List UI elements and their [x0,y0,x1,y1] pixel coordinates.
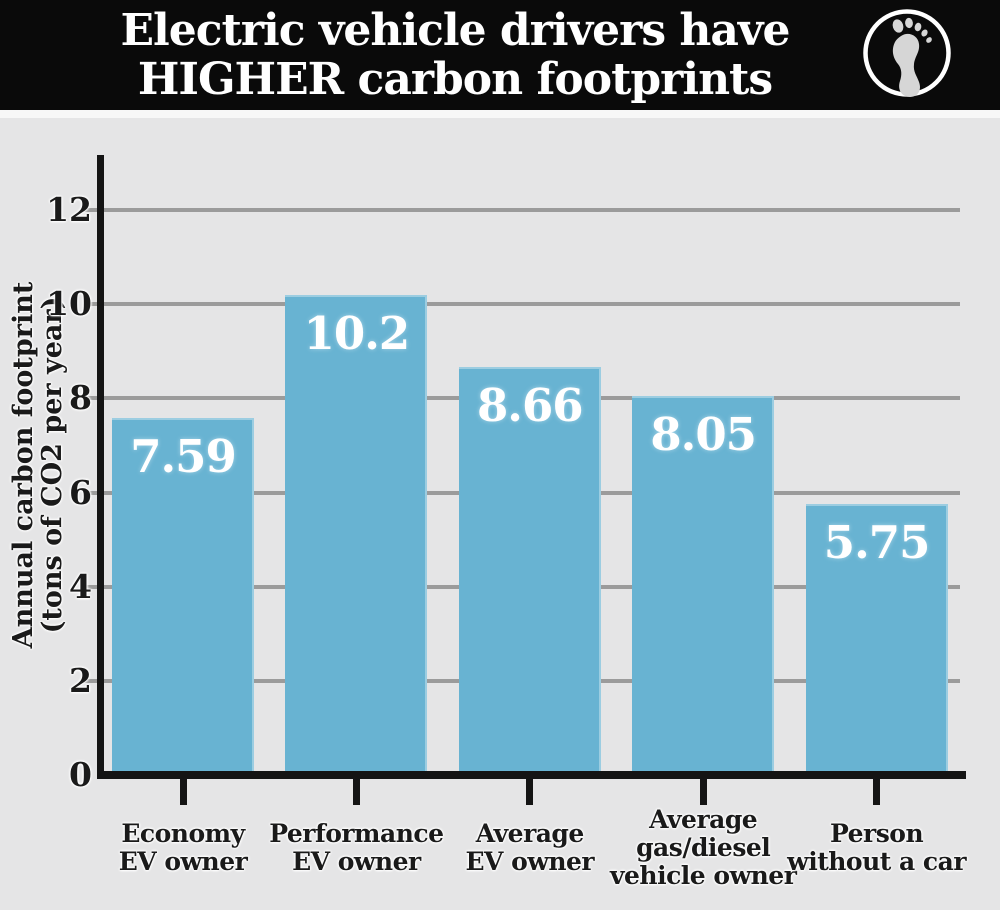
y-tick-label-6: 6 [69,472,92,512]
x-category-label: Average gas/diesel vehicle owner [596,800,810,896]
gridline-10 [84,302,960,307]
x-axis-tick [352,779,360,805]
x-axis-line [97,771,966,779]
x-category-label: Person without a car [770,800,984,896]
bar: 5.75 [805,504,948,771]
title-line-1: Electric vehicle drivers have [120,5,790,56]
bar-value-label: 7.59 [130,429,237,483]
footprint-icon [860,6,954,100]
y-tick-label-10: 10 [46,284,92,324]
y-tick-label-8: 8 [69,378,92,418]
y-axis-line [97,155,104,779]
y-tick-label-0: 0 [69,755,92,794]
y-tick-label-2: 2 [69,660,92,700]
y-tick-label-12: 12 [46,190,92,230]
bar: 8.66 [458,367,601,771]
bar: 8.05 [632,396,775,771]
x-category-line: EV owner [118,847,248,876]
x-category-line: Performance [269,819,444,848]
x-category-line: without a car [787,847,967,876]
x-category-line: gas/diesel [636,833,771,862]
bar-value-label: 10.2 [303,306,411,360]
chart-title: Electric vehicle drivers have HIGHER car… [0,6,910,104]
header-divider [0,110,1000,118]
bar: 10.2 [285,294,428,771]
x-category-line: Economy [121,819,245,848]
y-tick-label-4: 4 [69,566,92,606]
title-line-2: HIGHER carbon footprints [137,54,773,105]
title-bar: Electric vehicle drivers have HIGHER car… [0,0,1000,110]
x-category-line: Average [475,819,585,848]
bar-value-label: 8.66 [476,379,584,433]
x-category-line: Average [649,805,758,834]
gridline-12 [84,208,960,213]
x-axis-tick [179,779,187,805]
x-axis-tick [526,779,534,805]
x-category-label: Average EV owner [423,800,637,896]
x-category-line: EV owner [465,847,595,876]
x-category-label: Economy EV owner [76,800,290,896]
x-axis-tick [873,779,881,805]
x-axis-tick [699,779,707,805]
bar: 7.59 [112,417,254,771]
x-category-label: Performance EV owner [249,800,463,896]
x-category-line: Person [830,819,924,848]
bar-value-label: 5.75 [823,516,931,570]
bar-value-label: 8.05 [650,408,757,461]
x-category-line: vehicle owner [609,861,797,890]
x-category-line: EV owner [292,847,421,876]
footprint-icon-svg [863,9,951,97]
